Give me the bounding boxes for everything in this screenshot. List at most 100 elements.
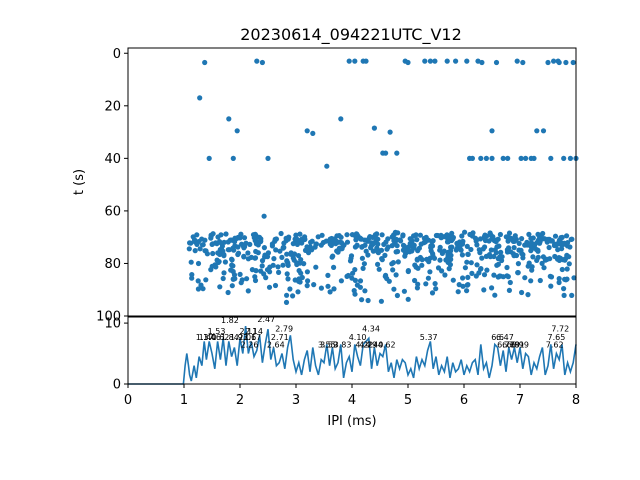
scatter-point	[398, 238, 404, 244]
scatter-point	[567, 155, 574, 161]
scatter-point	[479, 59, 485, 66]
scatter-point	[567, 244, 573, 250]
scatter-point	[499, 257, 505, 264]
peak-annotation-label: 1.53	[208, 327, 226, 336]
peak-annotation-label: 4.62	[378, 341, 396, 350]
histogram-x-tick-label: 4	[348, 393, 356, 408]
scatter-y-tick-label: 100	[96, 310, 121, 325]
peak-annotation-label: 3.59	[320, 341, 338, 350]
scatter-point	[239, 277, 245, 283]
scatter-point	[285, 236, 291, 242]
scatter-point	[568, 236, 574, 242]
scatter-point	[556, 257, 563, 263]
scatter-point	[341, 242, 347, 248]
scatter-point	[379, 257, 385, 263]
scatter-point	[446, 266, 452, 272]
scatter-point	[516, 240, 522, 246]
scatter-point	[531, 155, 537, 161]
scatter-point	[453, 58, 459, 64]
scatter-point	[559, 266, 565, 273]
scatter-point	[505, 274, 511, 280]
scatter-point	[325, 283, 331, 289]
scatter-point	[252, 255, 259, 261]
scatter-point	[284, 271, 290, 277]
scatter-point	[432, 58, 438, 64]
peak-annotation-label: 2.06	[238, 333, 256, 342]
scatter-point	[419, 257, 425, 263]
scatter-point	[347, 258, 354, 264]
scatter-point	[327, 289, 333, 295]
scatter-point	[561, 286, 567, 292]
scatter-point	[564, 252, 570, 258]
scatter-point	[221, 270, 227, 276]
scatter-point	[277, 248, 283, 254]
scatter-point	[230, 263, 236, 269]
peak-annotation-label: 7.62	[546, 341, 564, 350]
scatter-point	[275, 264, 281, 270]
scatter-point	[365, 297, 371, 304]
peak-annotation-label: 6.79	[502, 341, 520, 350]
scatter-point	[477, 236, 484, 242]
scatter-point	[245, 288, 251, 294]
histogram-x-axis-label: IPI (ms)	[327, 414, 376, 429]
scatter-point	[522, 275, 528, 281]
scatter-point	[439, 268, 445, 274]
scatter-point	[514, 58, 520, 64]
scatter-point	[429, 243, 436, 249]
scatter-point	[349, 275, 355, 281]
scatter-point	[444, 232, 450, 238]
scatter-point	[230, 245, 236, 251]
scatter-point	[218, 246, 225, 252]
ipi-histogram-line	[128, 326, 577, 385]
scatter-point	[492, 247, 498, 253]
scatter-point	[358, 236, 365, 242]
scatter-point	[490, 234, 496, 240]
scatter-point	[293, 232, 299, 238]
scatter-point	[412, 277, 418, 284]
scatter-y-tick-label: 80	[104, 257, 121, 272]
scatter-point	[400, 247, 406, 253]
scatter-point	[443, 257, 449, 263]
peak-annotation-label: 2.71	[271, 333, 289, 342]
peak-annotation-label: 1.40	[199, 333, 217, 342]
scatter-point	[394, 243, 400, 249]
scatter-point	[535, 254, 541, 260]
scatter-point	[510, 251, 516, 257]
scatter-point	[375, 250, 381, 256]
scatter-point	[414, 237, 420, 243]
scatter-point	[208, 267, 214, 273]
scatter-point	[429, 290, 436, 296]
scatter-point	[507, 279, 513, 286]
scatter-point	[225, 289, 231, 296]
scatter-point	[526, 231, 532, 237]
scatter-point	[483, 253, 489, 259]
scatter-point	[203, 277, 209, 283]
scatter-point	[197, 246, 203, 252]
scatter-point	[383, 150, 389, 156]
scatter-point	[435, 232, 441, 239]
scatter-point	[525, 292, 531, 298]
scatter-point	[447, 262, 453, 268]
scatter-y-tick-label: 40	[104, 152, 121, 167]
scatter-point	[259, 59, 265, 66]
scatter-point	[468, 260, 474, 266]
scatter-point	[237, 271, 243, 277]
peak-annotation-label: 6.99	[511, 341, 529, 350]
scatter-point	[519, 236, 525, 242]
scatter-point	[284, 251, 290, 257]
scatter-point	[363, 58, 369, 64]
scatter-point	[448, 256, 454, 262]
scatter-point	[477, 250, 483, 256]
scatter-point	[405, 59, 411, 66]
scatter-point	[465, 251, 471, 257]
scatter-point	[210, 250, 216, 257]
scatter-point	[488, 247, 494, 253]
scatter-point	[450, 277, 456, 283]
scatter-point	[497, 231, 503, 238]
scatter-point	[487, 254, 493, 260]
scatter-point	[294, 261, 300, 268]
scatter-point	[453, 247, 459, 253]
scatter-point	[186, 246, 192, 252]
scatter-point	[520, 59, 526, 66]
scatter-point	[346, 58, 352, 64]
